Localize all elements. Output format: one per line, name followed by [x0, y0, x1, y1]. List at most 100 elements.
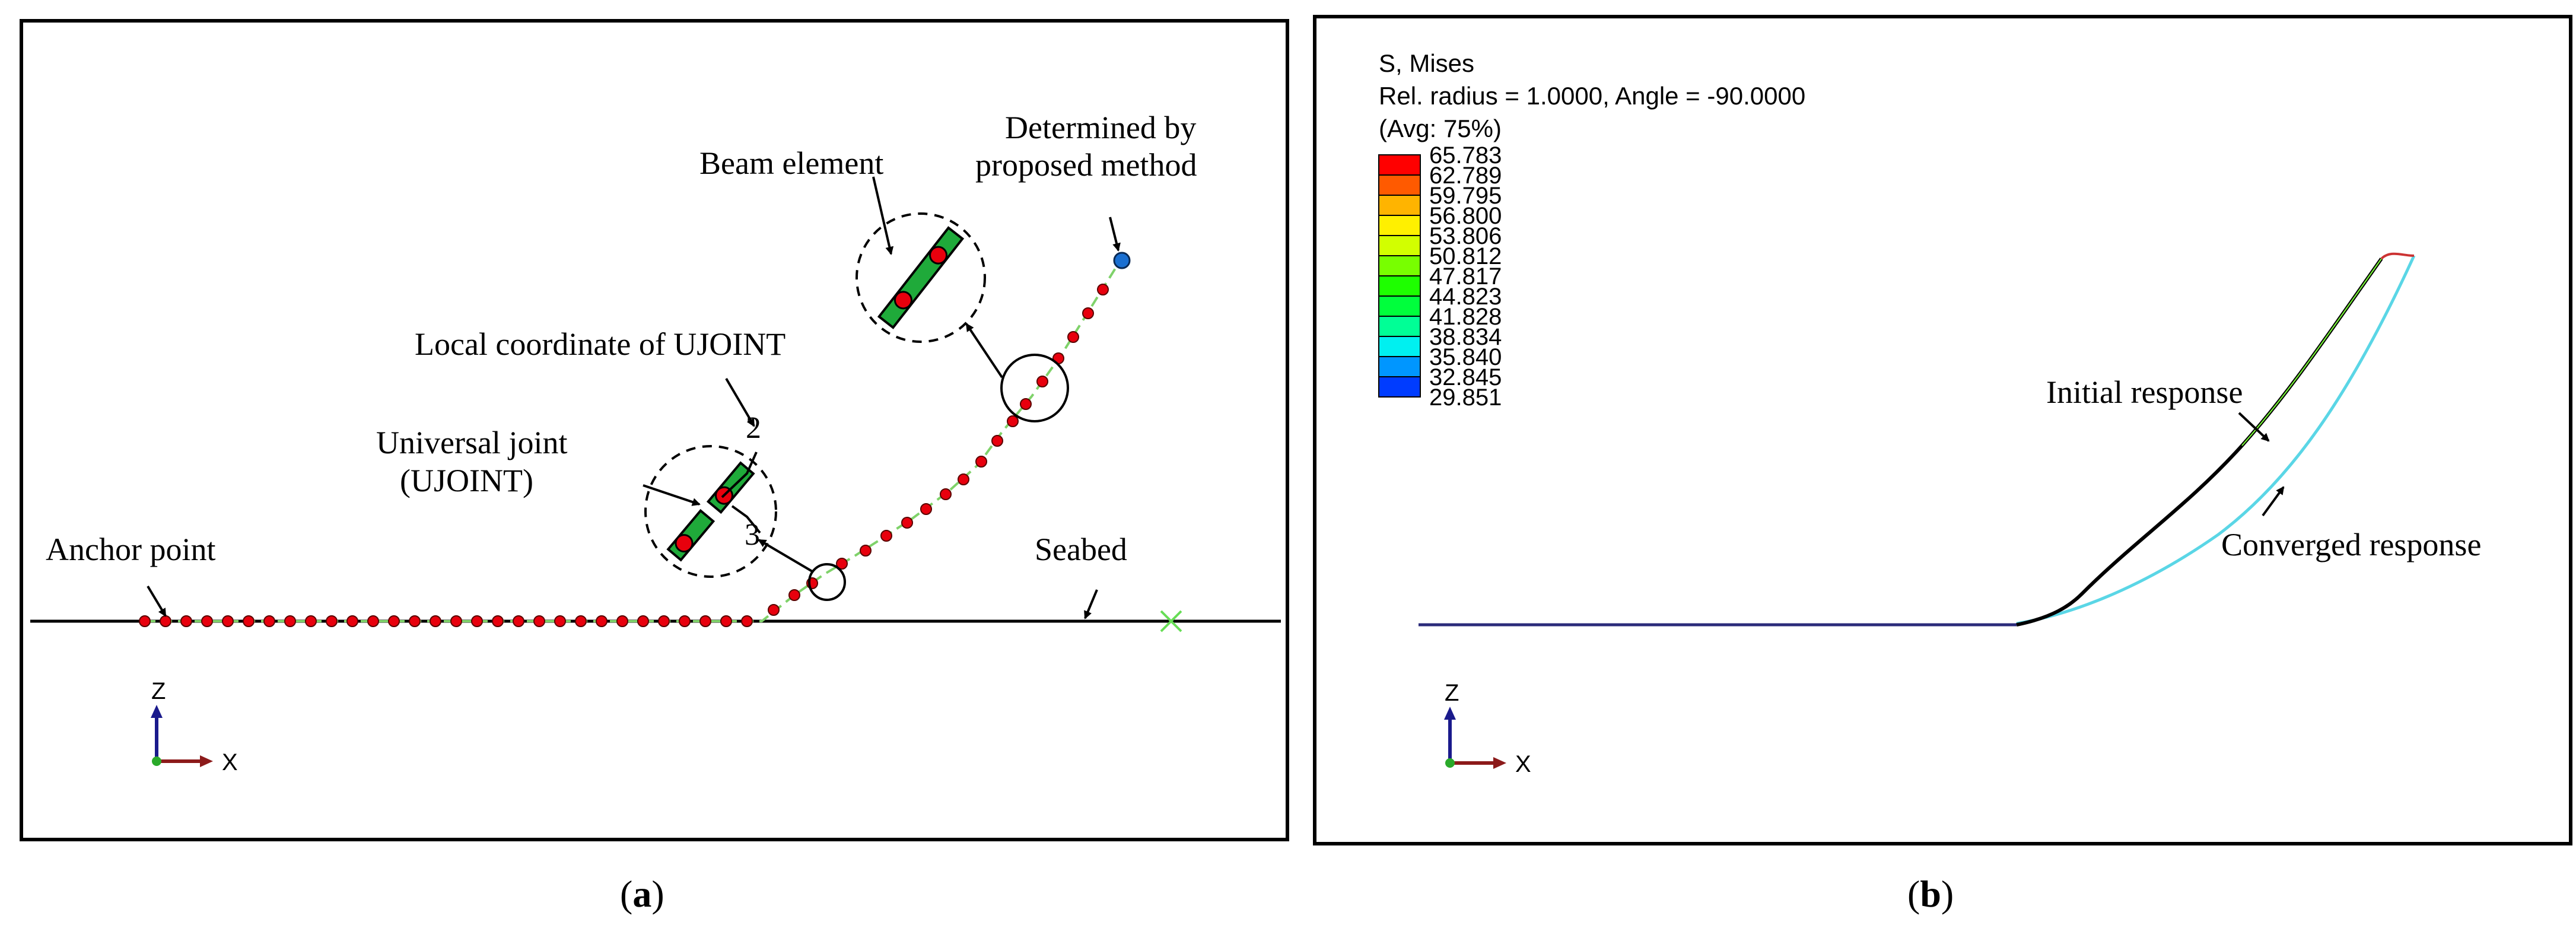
label-determined-line1: Determined by	[1005, 110, 1196, 145]
legend-swatch	[1378, 275, 1421, 297]
label-converged-response: Converged response	[2221, 527, 2481, 562]
legend-subtitle: Rel. radius = 1.0000, Angle = -90.0000	[1379, 82, 1805, 110]
seabed-node	[699, 615, 711, 627]
legend-swatch	[1378, 235, 1421, 256]
seabed-node	[554, 615, 566, 627]
panel-b-frame: S, Mises Rel. radius = 1.0000, Angle = -…	[1313, 15, 2572, 845]
legend-swatch	[1378, 336, 1421, 357]
seabed-node	[533, 615, 545, 627]
converged-response-upper	[2380, 252, 2415, 260]
axis-number-3: 3	[745, 518, 760, 552]
caption-b: (b)	[1907, 872, 1954, 916]
arrow-anchor	[147, 585, 167, 617]
axis-triad-b: Z X	[1444, 680, 1531, 777]
label-anchor-point: Anchor point	[46, 532, 215, 567]
legend-value: 44.823	[1429, 284, 1502, 310]
arrow-initial-response	[2238, 412, 2270, 442]
arrow-converged-response	[2262, 486, 2285, 517]
stress-legend: 65.78362.78959.79556.80053.80650.81247.8…	[1378, 142, 1502, 411]
seabed-node	[263, 615, 275, 627]
suspended-node	[836, 558, 848, 570]
legend-swatch	[1378, 356, 1421, 377]
seabed-node	[637, 615, 649, 627]
label-local-coordinate: Local coordinate of UJOINT	[415, 326, 785, 362]
label-initial-response: Initial response	[2046, 374, 2243, 410]
legend-value: 59.795	[1429, 183, 1502, 209]
legend-swatch	[1378, 316, 1421, 337]
legend-value: 29.851	[1429, 384, 1502, 411]
legend-value: 47.817	[1429, 263, 1502, 290]
response-plot	[1419, 252, 2416, 627]
triad-b-x-label: X	[1515, 751, 1531, 777]
local-axes	[721, 452, 761, 534]
suspended-node	[920, 503, 932, 515]
seabed-node	[679, 615, 691, 627]
seabed-node	[139, 615, 151, 627]
seabed-node	[367, 615, 379, 627]
suspended-node	[1082, 307, 1094, 319]
legend-value: 62.789	[1429, 163, 1502, 189]
seabed-node	[471, 615, 483, 627]
arrow-element-to-zoom	[965, 323, 1003, 379]
arrow-seabed	[1084, 589, 1098, 619]
arrow-joint-to-zoom	[758, 539, 813, 573]
suspended-nodes	[768, 284, 1109, 616]
legend-value: 41.828	[1429, 304, 1502, 330]
label-beam-element: Beam element	[699, 145, 883, 181]
seabed-node	[575, 615, 587, 627]
beam-element-detail	[877, 226, 965, 329]
legend-value: 53.806	[1429, 223, 1502, 249]
suspended-node	[958, 473, 969, 485]
caption-b-letter: b	[1920, 873, 1941, 915]
suspended-node	[860, 545, 872, 557]
seabed-node	[305, 615, 317, 627]
fairlead-marker	[1160, 610, 1182, 632]
axis-triad-a: Z X	[151, 678, 238, 775]
seabed-node	[430, 615, 441, 627]
initial-response-curve	[2016, 257, 2383, 627]
suspended-node	[940, 488, 952, 500]
legend-value: 65.783	[1429, 142, 1502, 169]
caption-b-close: )	[1941, 873, 1954, 915]
triad-b-z-label: Z	[1445, 680, 1459, 706]
label-seabed: Seabed	[1035, 532, 1127, 567]
seabed-nodes	[139, 615, 753, 627]
caption-a-open: (	[620, 873, 633, 915]
arrow-local-coordinate	[725, 377, 755, 427]
arrow-determined	[1109, 217, 1121, 252]
suspended-node	[880, 530, 892, 542]
suspended-node	[901, 517, 913, 529]
initial-response-color-overlay	[2241, 258, 2382, 446]
caption-a: (a)	[620, 872, 664, 916]
legend-avg: (Avg: 75%)	[1379, 115, 1502, 142]
seabed-node	[243, 615, 255, 627]
seabed-node	[388, 615, 400, 627]
seabed-node	[222, 615, 234, 627]
top-node	[1113, 252, 1131, 269]
legend-swatch	[1378, 295, 1421, 317]
suspended-node	[768, 604, 780, 616]
suspended-node	[1020, 398, 1032, 410]
seabed-node	[513, 615, 524, 627]
seabed-node	[346, 615, 358, 627]
label-determined-line2: proposed method	[975, 147, 1197, 183]
joint-highlight-circle	[808, 563, 846, 601]
panel-a-drawing: 2 3 Determined by proposed method Beam e…	[30, 110, 1281, 775]
legend-swatch	[1378, 154, 1421, 176]
legend-value: 50.812	[1429, 243, 1502, 269]
legend-title: S, Mises	[1379, 49, 1474, 77]
seabed-node	[616, 615, 628, 627]
suspended-node	[788, 589, 800, 601]
suspended-node	[991, 435, 1003, 447]
ujoint-zoom-circle	[644, 445, 777, 578]
seabed-node	[720, 615, 732, 627]
element-highlight-circle	[1000, 354, 1069, 422]
legend-swatch	[1378, 195, 1421, 216]
suspended-node	[1097, 284, 1109, 295]
seabed-node	[741, 615, 753, 627]
legend-value: 35.840	[1429, 344, 1502, 370]
label-universal-joint-line1: Universal joint	[376, 425, 567, 460]
suspended-node	[1007, 415, 1019, 427]
arrow-beam-element	[872, 176, 894, 255]
suspended-node	[975, 456, 987, 468]
